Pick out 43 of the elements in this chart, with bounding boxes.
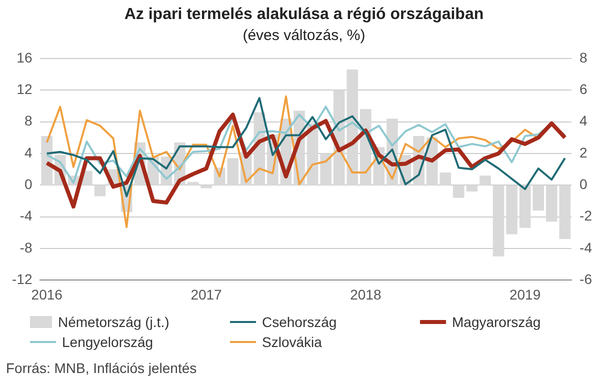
y-tick-label: -8 (20, 239, 32, 256)
bar (546, 185, 558, 222)
bar (559, 185, 571, 240)
bar (227, 158, 238, 186)
text: Forrás: MNB, Inflációs jelentés (6, 360, 197, 376)
bar (532, 185, 544, 210)
y-tick-label: -12 (12, 271, 32, 288)
y2-tick-label: -6 (580, 271, 592, 288)
y2-tick-label: -4 (580, 239, 592, 256)
y-tick-label: 8 (24, 112, 32, 129)
chart-title: Az ipari termelés alakulása a régió országaiban (123, 6, 485, 24)
bar (187, 182, 199, 186)
x-tick-label: 2018 (350, 286, 382, 302)
bar (492, 185, 504, 256)
y2-tick-label: -2 (580, 208, 592, 224)
x-tick-label: 2019 (509, 286, 541, 302)
bar (506, 185, 518, 234)
bar (466, 185, 478, 192)
y2-tick-label: 2 (580, 144, 588, 160)
y2-tick-label: 6 (580, 80, 588, 97)
bar (320, 153, 332, 186)
y2-tick-label: 4 (580, 112, 588, 129)
bar (519, 185, 531, 228)
y2-tick-label: 0 (580, 176, 588, 192)
y-tick-label: 12 (16, 80, 32, 97)
legend-label: Lengyelország (62, 334, 154, 350)
legend-label: Németország (j.t.) (58, 314, 170, 330)
legend-label: Magyarország (452, 314, 541, 330)
bar (200, 185, 212, 188)
y-tick-label: 16 (16, 49, 32, 66)
x-tick-label: 2016 (31, 286, 63, 302)
x-tick-label: 2017 (190, 286, 222, 302)
y-tick-label: 4 (24, 144, 32, 160)
legend-label: Szlovákia (262, 334, 322, 350)
chart-subtitle: (éves változás, %) (242, 27, 366, 44)
bar (453, 185, 464, 198)
y-tick-label: -4 (20, 208, 32, 224)
y-tick-label: 0 (24, 176, 32, 192)
legend-label: Csehország (262, 314, 337, 330)
y2-tick-label: 8 (580, 49, 588, 66)
bar (94, 185, 106, 196)
bar (480, 176, 491, 186)
bar (440, 172, 452, 186)
